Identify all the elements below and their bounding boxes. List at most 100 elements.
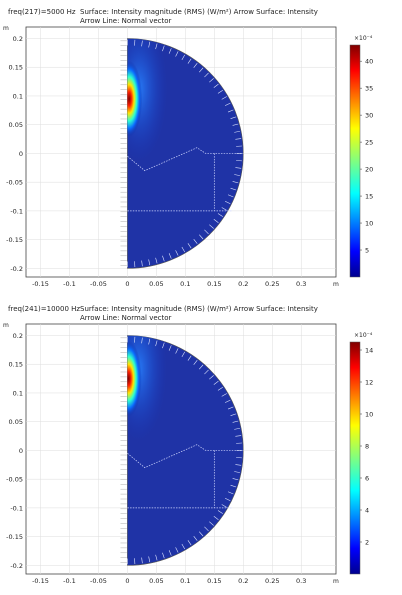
plot-title-line2: Arrow Line: Normal vector (80, 314, 172, 322)
normal-arrow (193, 535, 198, 541)
normal-arrow (162, 255, 165, 262)
normal-arrow (141, 40, 143, 47)
colorbar-tick-label: 15 (365, 192, 373, 200)
normal-arrow (213, 380, 219, 385)
colorbar (349, 341, 361, 575)
y-tick-label: -0.05 (6, 476, 23, 484)
y-tick-label: -0.2 (10, 265, 23, 273)
heatmap-plot: -0.15 -0.1 -0.05 0 0.05 0.1 0.15 0.2 0.25 0.3 0.2 0… (3, 322, 373, 585)
intensity-field (127, 335, 167, 441)
normal-arrow (234, 427, 240, 430)
normal-arrow (221, 504, 227, 508)
normal-arrow (181, 543, 186, 550)
normal-arrow (209, 78, 214, 83)
normal-arrow (209, 224, 214, 229)
normal-arrow (148, 338, 151, 345)
normal-arrow (230, 116, 237, 119)
normal-arrow (141, 557, 143, 564)
normal-arrow (141, 260, 143, 267)
normal-arrow (217, 510, 223, 514)
x-tick-label: 0.15 (207, 577, 221, 585)
normal-arrow (230, 413, 237, 416)
normal-arrow (162, 45, 165, 52)
normal-arrow (148, 556, 151, 563)
normal-arrow (168, 550, 172, 556)
normal-arrow (227, 109, 234, 113)
normal-arrow (187, 540, 192, 546)
x-tick-label: 0 (125, 577, 129, 585)
normal-arrow (224, 497, 231, 502)
normal-arrow (234, 130, 240, 133)
colorbar-tick-label: 2 (365, 538, 369, 546)
normal-arrow (232, 420, 239, 423)
colorbar-tick-label: 8 (365, 442, 369, 450)
x-axis-unit: m (333, 281, 339, 288)
intensity-field (127, 38, 168, 161)
normal-arrow (199, 67, 204, 73)
normal-arrow (224, 102, 231, 106)
y-tick-label: -0.1 (10, 504, 23, 512)
boundary-line (127, 444, 244, 469)
normal-arrow (168, 345, 172, 351)
normal-arrow (187, 243, 192, 249)
normal-arrow (204, 526, 209, 532)
x-tick-label: -0.1 (63, 577, 76, 585)
normal-arrow (141, 337, 143, 344)
y-tick-label: 0.1 (13, 389, 23, 397)
colorbar-tick-label: 12 (365, 378, 373, 386)
normal-arrow (187, 58, 192, 64)
y-tick-label: 0.1 (13, 92, 23, 100)
x-axis-unit: m (333, 578, 339, 585)
plot-title-line1: Surface: Intensity magnitude (RMS) (W/m²… (80, 305, 318, 313)
frequency-label: freq(241)=10000 Hz (8, 305, 81, 313)
x-tick-label: 0.05 (149, 577, 163, 585)
normal-arrow (234, 471, 240, 473)
normal-arrow (193, 359, 198, 365)
x-tick-label: 0.05 (149, 280, 163, 288)
normal-arrow (199, 531, 204, 537)
normal-arrow (227, 491, 234, 495)
normal-arrow (175, 250, 179, 256)
normal-arrow (148, 41, 151, 48)
normal-arrow (213, 218, 219, 223)
colorbar-exponent: ×10⁻⁴ (354, 35, 373, 42)
colorbar-tick-label: 40 (365, 57, 373, 65)
normal-arrow (155, 43, 158, 50)
normal-arrow (224, 399, 231, 403)
normal-arrow (168, 253, 172, 259)
normal-arrow (227, 194, 234, 198)
plot-panel-10000hz: freq(241)=10000 Hz Surface: Intensity ma… (0, 297, 402, 595)
y-tick-label: -0.05 (6, 179, 23, 187)
x-tick-label: -0.15 (32, 577, 49, 585)
y-tick-label: 0.2 (13, 35, 23, 43)
colorbar-tick-label: 30 (365, 111, 373, 119)
normal-arrow (155, 554, 158, 561)
colorbar-tick-label: 6 (365, 474, 369, 482)
plot-title: Surface: Intensity magnitude (RMS) (W/m²… (80, 8, 318, 26)
x-tick-label: 0.2 (238, 280, 248, 288)
normal-arrow (227, 406, 234, 410)
x-tick-label: 0.1 (180, 577, 190, 585)
normal-arrow (232, 123, 239, 126)
x-tick-label: -0.15 (32, 280, 49, 288)
normal-arrow (235, 138, 242, 140)
plot-panel-5000hz: freq(217)=5000 Hz Surface: Intensity mag… (0, 0, 402, 297)
normal-arrow (221, 207, 227, 211)
normal-arrow (199, 364, 204, 370)
normal-arrow (235, 435, 242, 437)
colorbar-tick-label: 25 (365, 138, 373, 146)
normal-arrow (187, 355, 192, 361)
x-tick-label: 0.25 (265, 577, 279, 585)
normal-arrow (232, 181, 239, 184)
plot-title-line1: Surface: Intensity magnitude (RMS) (W/m²… (80, 8, 318, 16)
normal-arrow (204, 229, 209, 235)
frequency-label: freq(217)=5000 Hz (8, 8, 76, 16)
x-tick-label: 0.2 (238, 577, 248, 585)
normal-arrow (199, 234, 204, 240)
normal-arrow (217, 89, 223, 94)
plot-title-line2: Arrow Line: Normal vector (80, 17, 172, 25)
normal-arrow (224, 200, 231, 205)
normal-arrow (234, 174, 240, 176)
normal-arrow (181, 246, 186, 253)
y-tick-label: 0 (19, 447, 23, 455)
